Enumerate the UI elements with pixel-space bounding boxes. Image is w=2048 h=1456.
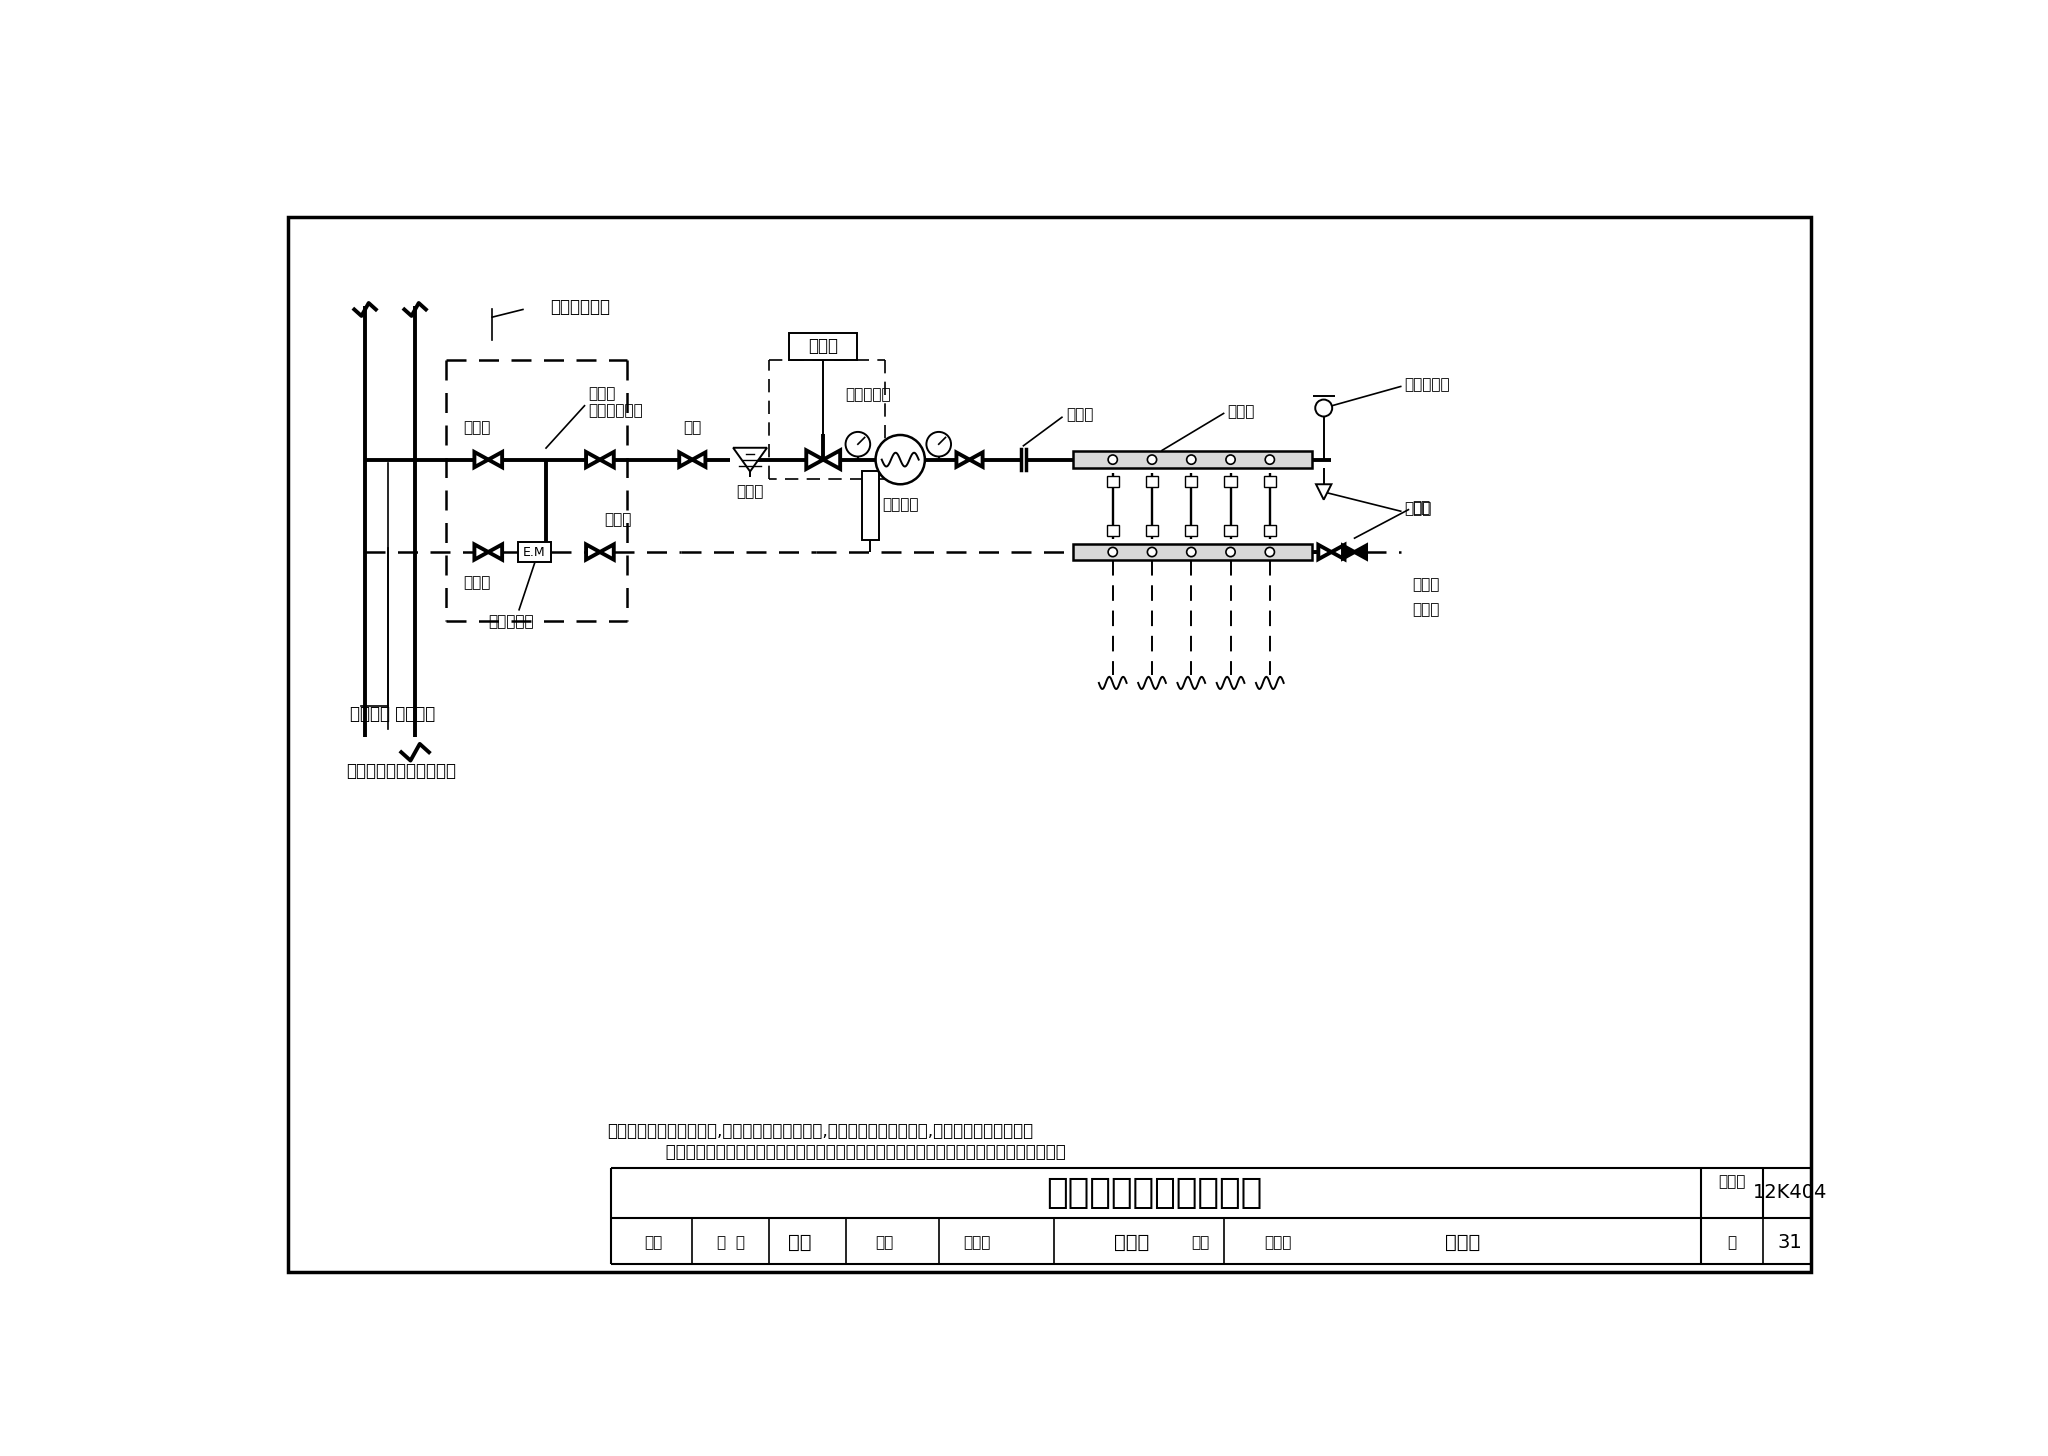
Circle shape (1266, 454, 1274, 464)
Circle shape (1186, 547, 1196, 556)
Bar (518, 542, 551, 562)
Text: 阀门: 阀门 (1413, 499, 1430, 515)
Circle shape (1108, 547, 1118, 556)
Polygon shape (969, 453, 983, 467)
Circle shape (877, 435, 926, 485)
Polygon shape (823, 450, 840, 469)
Circle shape (1147, 454, 1157, 464)
Text: 分水器: 分水器 (1227, 405, 1255, 419)
Text: 活接头: 活接头 (1065, 408, 1094, 422)
Text: 设计: 设计 (1192, 1235, 1210, 1251)
Polygon shape (733, 448, 768, 472)
Circle shape (1147, 547, 1157, 556)
Circle shape (926, 432, 950, 457)
Polygon shape (487, 545, 502, 559)
Text: 过滤器: 过滤器 (737, 485, 764, 499)
Text: 审核: 审核 (645, 1235, 664, 1251)
Text: 热源具体形式由设计确定: 热源具体形式由设计确定 (346, 763, 457, 780)
Text: 高  渡: 高 渡 (717, 1235, 745, 1251)
Text: 高威: 高威 (788, 1233, 811, 1252)
Polygon shape (586, 451, 600, 467)
Bar (862, 472, 879, 540)
Text: 平衡阀: 平衡阀 (463, 419, 489, 435)
Polygon shape (1343, 546, 1354, 558)
Text: 任兆成: 任兆成 (963, 1235, 991, 1251)
Bar (1073, 543, 1313, 561)
Text: 泄水阀: 泄水阀 (1405, 501, 1432, 517)
Text: 平衡阀: 平衡阀 (463, 575, 489, 590)
Bar (1186, 476, 1198, 486)
Text: 一次供水 一次回水: 一次供水 一次回水 (350, 705, 434, 722)
Bar (1264, 526, 1276, 536)
Text: 平衡管
（兼旁通管）: 平衡管 （兼旁通管） (588, 386, 643, 418)
Polygon shape (680, 453, 692, 467)
Polygon shape (475, 545, 487, 559)
Polygon shape (807, 450, 823, 469)
Text: E.M: E.M (522, 546, 545, 559)
Circle shape (1186, 454, 1196, 464)
Polygon shape (1317, 485, 1331, 499)
Polygon shape (600, 451, 614, 467)
Text: 三通温控阀: 三通温控阀 (844, 387, 891, 402)
Circle shape (1315, 399, 1331, 416)
Bar (788, 332, 858, 360)
Bar (1186, 526, 1198, 536)
Bar (1073, 451, 1313, 467)
Polygon shape (475, 451, 487, 467)
Text: 邓有源: 邓有源 (1444, 1233, 1481, 1252)
Circle shape (1266, 547, 1274, 556)
Circle shape (1227, 454, 1235, 464)
Bar (1225, 526, 1237, 536)
Text: 邓有源: 邓有源 (1264, 1235, 1290, 1251)
Text: 12K404: 12K404 (1753, 1184, 1827, 1203)
Polygon shape (1331, 545, 1343, 559)
Circle shape (1227, 547, 1235, 556)
Circle shape (1108, 454, 1118, 464)
Bar (1106, 476, 1118, 486)
Polygon shape (487, 451, 502, 467)
Circle shape (846, 432, 870, 457)
Text: 页: 页 (1726, 1235, 1737, 1251)
Polygon shape (1354, 546, 1366, 558)
Bar (1225, 476, 1237, 486)
Text: 图集号: 图集号 (1718, 1175, 1745, 1190)
Polygon shape (600, 545, 614, 559)
Text: 自动排气阀: 自动排气阀 (1405, 377, 1450, 393)
Text: 热计量装置: 热计量装置 (489, 614, 535, 629)
Text: 锁闭阀: 锁闭阀 (604, 513, 631, 527)
Text: 校对: 校对 (877, 1235, 893, 1251)
Text: 循环水泵: 循环水泵 (883, 496, 918, 511)
Text: 31: 31 (1778, 1233, 1802, 1252)
Text: 三通阀混水系统示意图: 三通阀混水系统示意图 (1047, 1175, 1262, 1210)
Bar (1106, 526, 1118, 536)
Bar (1145, 476, 1159, 486)
Text: 说明：当外网为定流量时,平衡管兼作旁通管使用,平衡管上不应设置阀门,如图所示；当外网为变
           流量时旁通管应设置阀门。旁通管的管径不应小于连接: 说明：当外网为定流量时,平衡管兼作旁通管使用,平衡管上不应设置阀门,如图所示；当… (608, 1121, 1065, 1160)
Polygon shape (586, 545, 600, 559)
Polygon shape (692, 453, 705, 467)
Text: 控制器: 控制器 (809, 336, 838, 355)
Polygon shape (956, 453, 969, 467)
Bar (1145, 526, 1159, 536)
Text: 集水器: 集水器 (1413, 577, 1440, 591)
Text: 阀门: 阀门 (684, 419, 702, 435)
Bar (1264, 476, 1276, 486)
Text: 管道井内部件: 管道井内部件 (549, 298, 610, 316)
Text: 任兆成: 任兆成 (1114, 1233, 1149, 1252)
Text: 加热管: 加热管 (1413, 603, 1440, 617)
Polygon shape (1319, 545, 1331, 559)
